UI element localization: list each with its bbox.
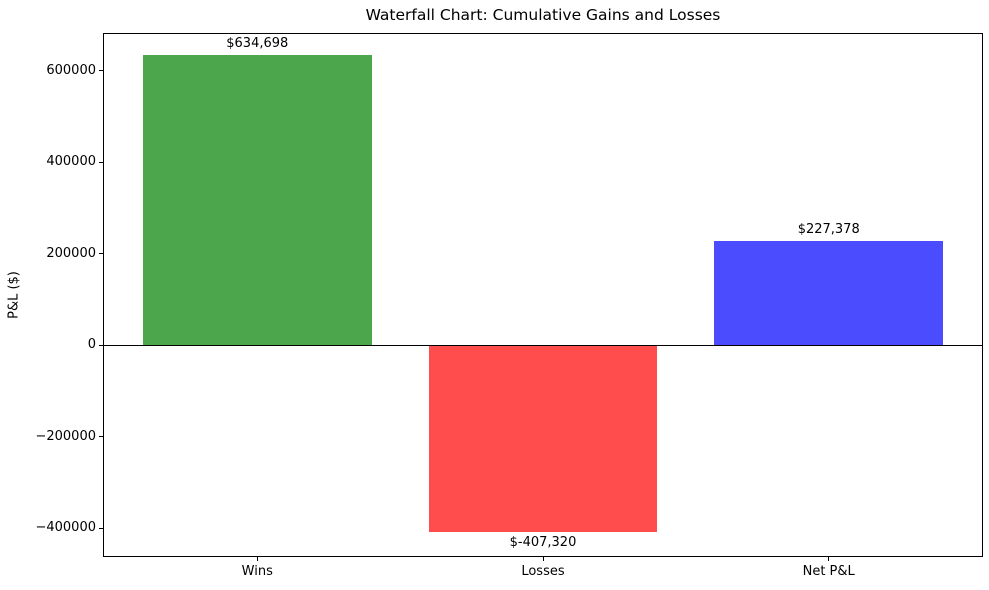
y-tick-mark [99, 344, 103, 346]
y-tick-mark [99, 436, 103, 438]
y-tick-label: 400000 [46, 154, 96, 170]
x-tick-label-losses: Losses [521, 564, 565, 579]
y-tick-label: −400000 [35, 520, 96, 536]
x-tick-mark [256, 557, 258, 561]
bar-wins [143, 54, 372, 346]
y-tick-label: −200000 [35, 428, 96, 444]
y-tick-mark [99, 70, 103, 72]
x-tick-mark [828, 557, 830, 561]
y-tick-mark [99, 527, 103, 529]
bar-net-p-l [714, 241, 943, 346]
y-axis-label: P&L ($) [6, 271, 22, 319]
x-tick-mark [542, 557, 544, 561]
value-label-wins: $634,698 [226, 35, 289, 51]
y-tick-mark [99, 253, 103, 255]
zero-line [103, 344, 983, 346]
y-tick-mark [99, 161, 103, 163]
bar-losses [428, 345, 658, 532]
y-tick-label: 600000 [46, 62, 96, 78]
chart-title: Waterfall Chart: Cumulative Gains and Lo… [365, 6, 721, 24]
y-tick-label: 0 [87, 337, 96, 353]
x-tick-label-wins: Wins [241, 564, 273, 579]
value-label-losses: $-407,320 [509, 534, 577, 550]
x-tick-label-net-p-l: Net P&L [802, 564, 855, 579]
y-tick-label: 200000 [46, 245, 96, 261]
value-label-net-p-l: $227,378 [797, 222, 860, 238]
